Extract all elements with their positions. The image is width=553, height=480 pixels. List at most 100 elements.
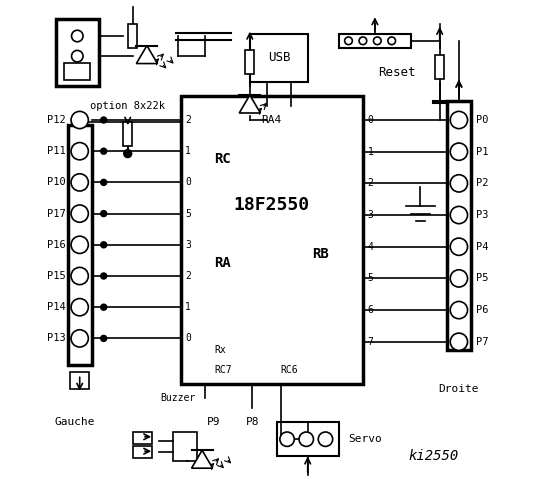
Text: 7: 7: [368, 337, 374, 347]
Text: P0: P0: [476, 115, 488, 125]
Circle shape: [71, 236, 88, 253]
Bar: [133, 432, 152, 444]
Text: Gauche: Gauche: [55, 418, 95, 427]
Circle shape: [280, 432, 294, 446]
Circle shape: [319, 432, 333, 446]
Text: 2: 2: [185, 271, 191, 281]
Bar: [128, 24, 137, 48]
Bar: [56, 19, 99, 86]
Text: 0: 0: [185, 178, 191, 187]
Text: 3: 3: [368, 210, 374, 220]
Text: USB: USB: [268, 51, 290, 64]
Text: P6: P6: [476, 305, 488, 315]
Text: 1: 1: [185, 146, 191, 156]
Bar: [123, 122, 132, 146]
Text: 0: 0: [185, 334, 191, 343]
Circle shape: [71, 111, 88, 129]
Circle shape: [124, 150, 132, 157]
Bar: [435, 55, 444, 79]
Bar: [70, 372, 89, 389]
Circle shape: [101, 180, 107, 185]
Circle shape: [345, 37, 352, 45]
Circle shape: [450, 111, 467, 129]
Text: P4: P4: [476, 242, 488, 252]
Text: 4: 4: [368, 242, 374, 252]
Text: RB: RB: [312, 247, 329, 262]
Circle shape: [71, 30, 83, 42]
Text: ki2550: ki2550: [409, 449, 459, 463]
Text: P8: P8: [246, 418, 259, 427]
Text: 6: 6: [368, 305, 374, 315]
Circle shape: [71, 174, 88, 191]
Text: P5: P5: [476, 274, 488, 283]
Text: RC6: RC6: [281, 365, 299, 374]
Text: option 8x22k: option 8x22k: [90, 101, 165, 110]
Polygon shape: [137, 46, 158, 63]
Text: 5: 5: [368, 274, 374, 283]
Bar: [133, 446, 152, 458]
Bar: [173, 432, 197, 461]
Text: Rx: Rx: [214, 346, 226, 355]
Bar: [276, 422, 339, 456]
Text: P1: P1: [476, 147, 488, 156]
Circle shape: [101, 211, 107, 216]
Text: 1: 1: [185, 302, 191, 312]
Circle shape: [101, 304, 107, 310]
Circle shape: [359, 37, 367, 45]
Text: P12: P12: [46, 115, 65, 125]
Text: 5: 5: [185, 209, 191, 218]
Text: P2: P2: [476, 179, 488, 188]
Circle shape: [101, 117, 107, 123]
Circle shape: [101, 242, 107, 248]
Text: 3: 3: [185, 240, 191, 250]
Text: P7: P7: [476, 337, 488, 347]
Text: 1: 1: [368, 147, 374, 156]
Text: P13: P13: [46, 334, 65, 343]
Polygon shape: [239, 95, 260, 113]
Text: Reset: Reset: [378, 65, 416, 79]
Polygon shape: [191, 450, 213, 468]
Text: Buzzer: Buzzer: [160, 394, 196, 403]
Circle shape: [450, 270, 467, 287]
Text: Servo: Servo: [348, 434, 382, 444]
Circle shape: [71, 267, 88, 285]
Bar: [250, 34, 307, 82]
Circle shape: [450, 301, 467, 319]
Circle shape: [450, 175, 467, 192]
Text: RA: RA: [214, 256, 231, 270]
Text: P14: P14: [46, 302, 65, 312]
Circle shape: [450, 143, 467, 160]
Text: Droite: Droite: [439, 384, 479, 394]
Circle shape: [71, 330, 88, 347]
Circle shape: [71, 299, 88, 316]
Text: P11: P11: [46, 146, 65, 156]
Circle shape: [450, 206, 467, 224]
Circle shape: [71, 143, 88, 160]
Text: P15: P15: [46, 271, 65, 281]
Bar: [447, 101, 471, 350]
Circle shape: [388, 37, 395, 45]
Bar: [339, 34, 411, 48]
Text: 18F2550: 18F2550: [233, 196, 310, 215]
Text: 2: 2: [185, 115, 191, 125]
Text: RA4: RA4: [262, 115, 282, 125]
Bar: [67, 125, 92, 365]
Bar: [246, 50, 254, 74]
Circle shape: [101, 148, 107, 154]
Bar: [180, 96, 363, 384]
Bar: [64, 63, 90, 80]
Text: 2: 2: [368, 179, 374, 188]
Text: P3: P3: [476, 210, 488, 220]
Text: RC: RC: [214, 152, 231, 167]
Circle shape: [71, 205, 88, 222]
Text: RC7: RC7: [214, 365, 232, 374]
Circle shape: [71, 50, 83, 62]
Text: P17: P17: [46, 209, 65, 218]
Circle shape: [450, 238, 467, 255]
Circle shape: [299, 432, 314, 446]
Circle shape: [101, 273, 107, 279]
Text: P16: P16: [46, 240, 65, 250]
Circle shape: [373, 37, 381, 45]
Circle shape: [450, 333, 467, 350]
Text: 0: 0: [368, 115, 374, 125]
